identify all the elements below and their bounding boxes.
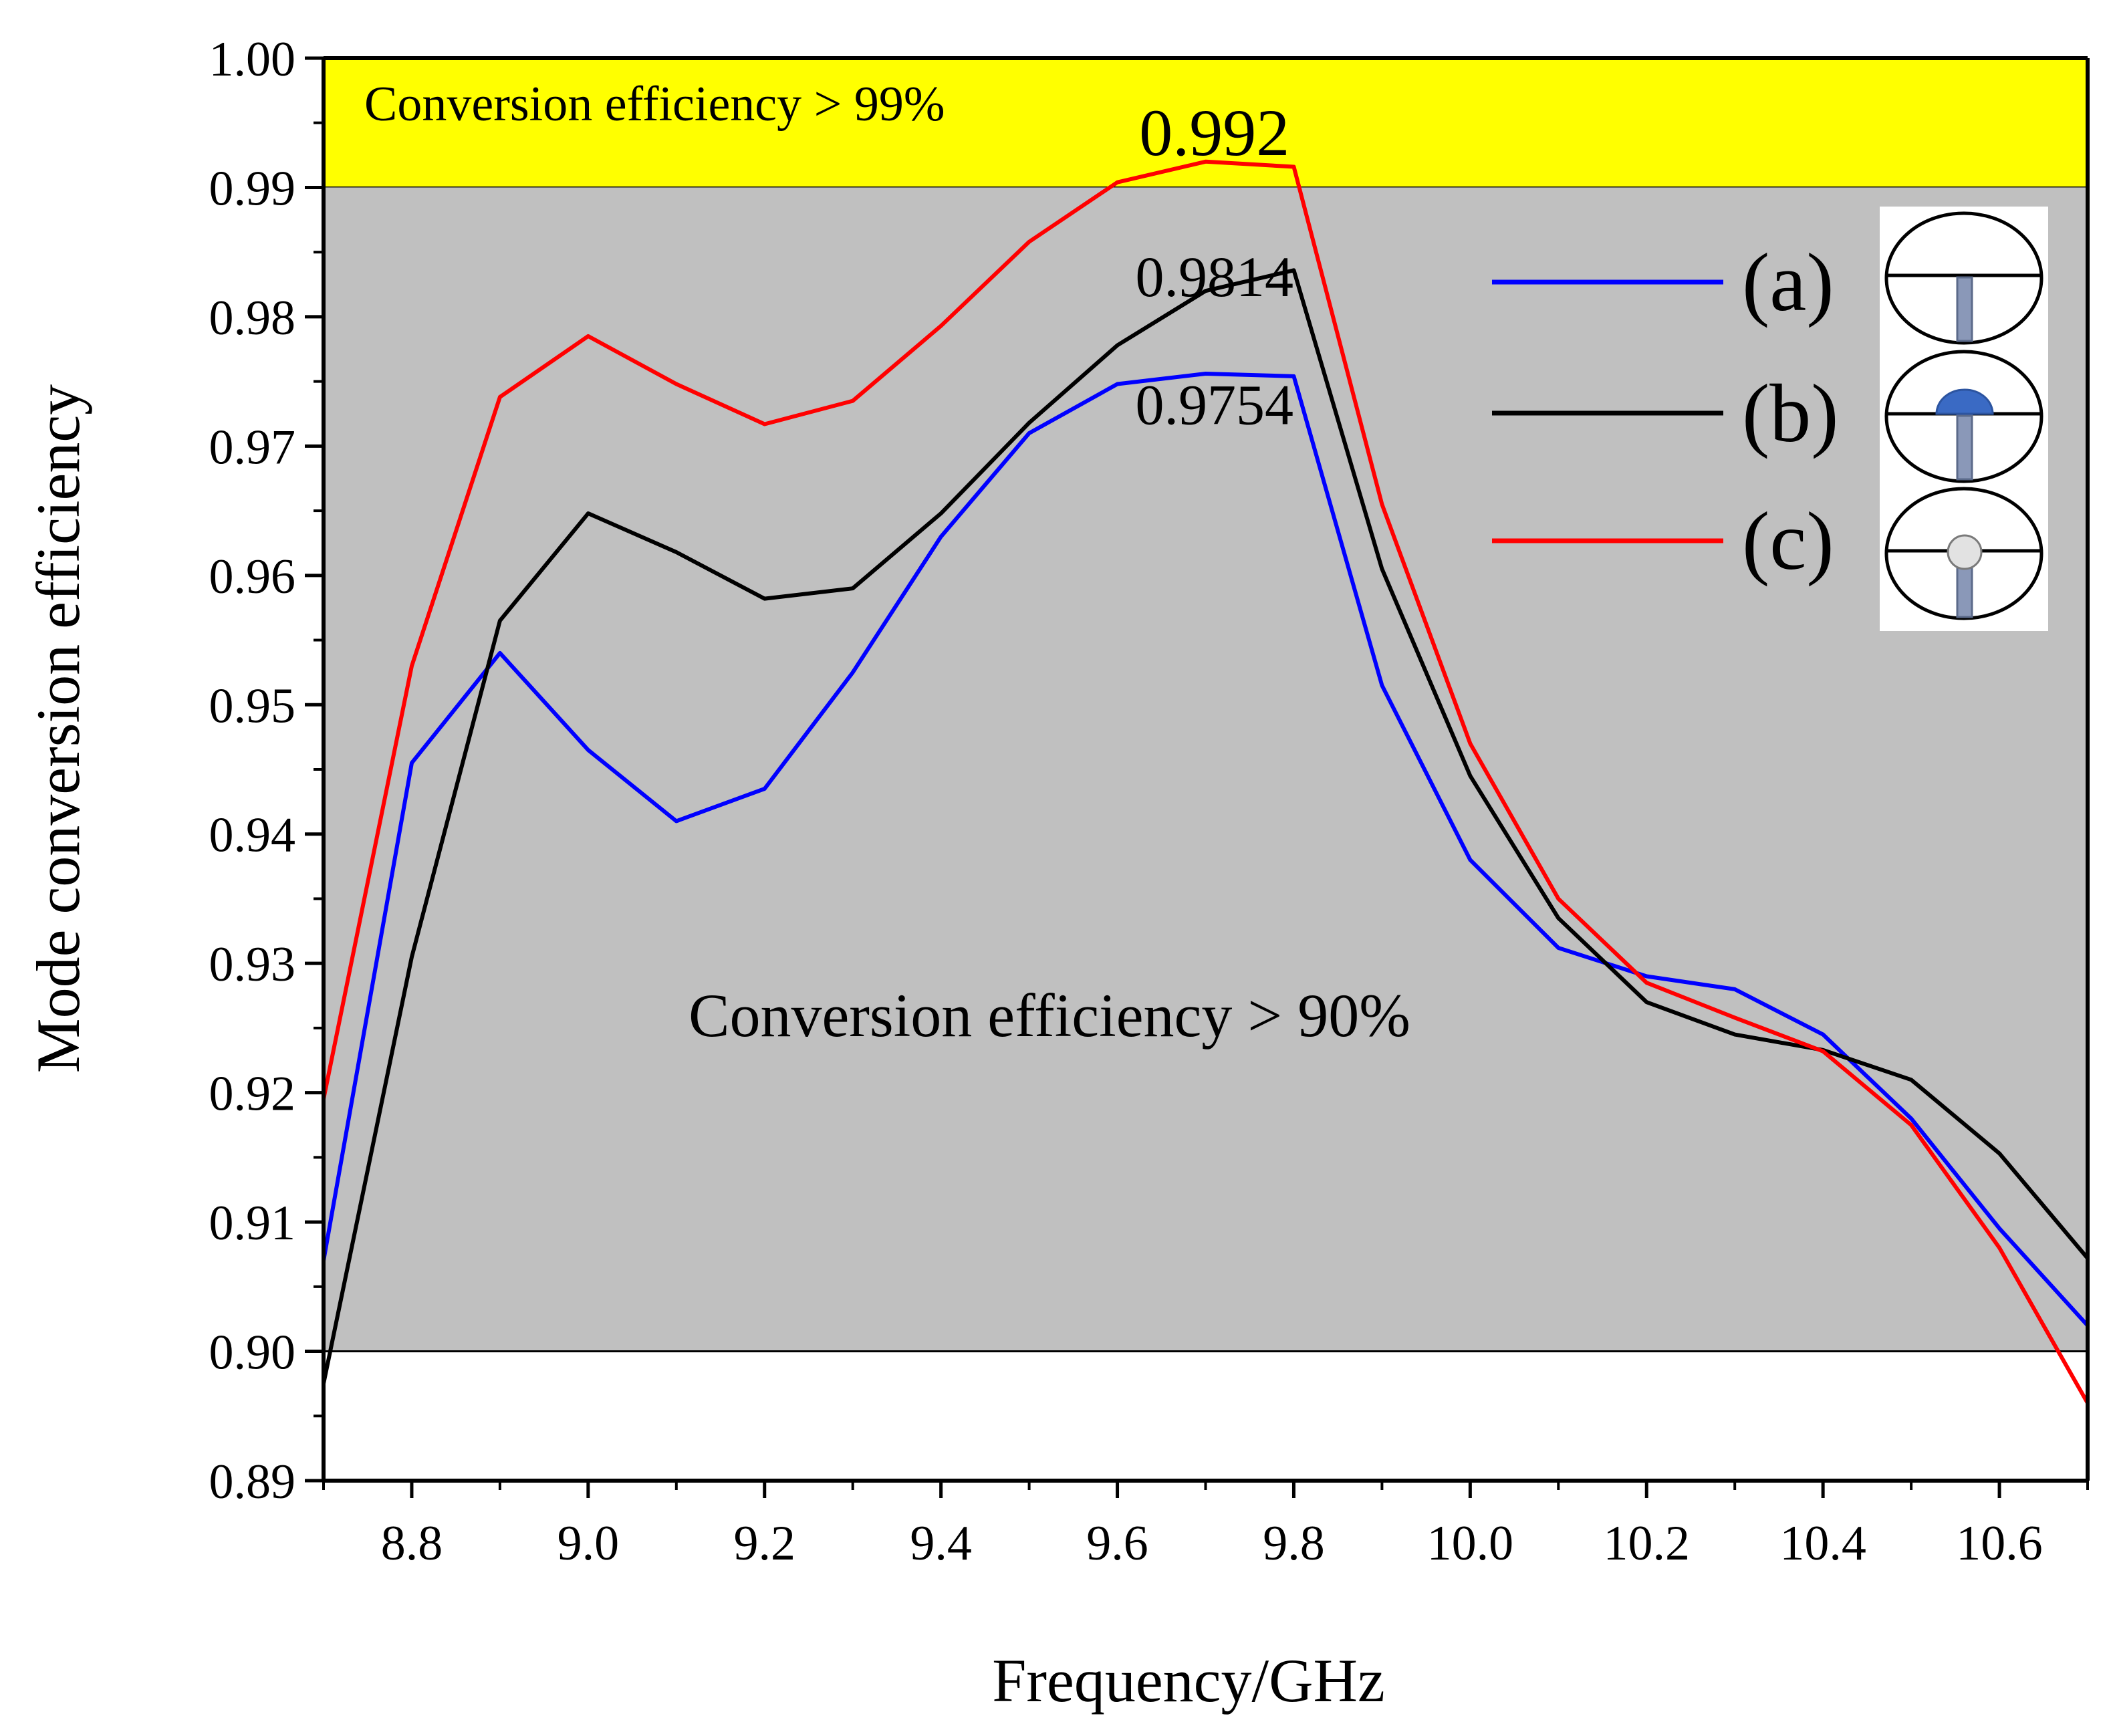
y-tick-label-1: 0.90	[209, 1326, 296, 1380]
x-tick-label-9: 10.6	[1956, 1516, 2043, 1571]
band-1	[324, 187, 2088, 1352]
series-line-0	[324, 372, 2088, 1328]
y-tick-label-2: 0.91	[209, 1196, 296, 1251]
antenna-icon-c	[1884, 487, 2043, 620]
series-line-1	[324, 268, 2088, 1386]
y-tick-label-8: 0.97	[209, 420, 296, 475]
legend-label-2: (c)	[1742, 495, 1834, 587]
y-tick-label-7: 0.96	[209, 549, 296, 604]
band-label-1: Conversion efficiency > 90%	[689, 981, 1410, 1049]
x-tick-label-6: 10.0	[1427, 1516, 1514, 1571]
bands-layer	[324, 58, 2088, 1353]
band-0	[324, 58, 2088, 188]
legend-label-0: (a)	[1742, 237, 1834, 328]
y-tick-label-5: 0.94	[209, 808, 296, 863]
y-tick-label-3: 0.92	[209, 1067, 296, 1122]
y-tick-label-6: 0.95	[209, 678, 296, 733]
antenna-icon-b	[1884, 350, 2043, 483]
y-tick-label-11: 1.00	[209, 32, 296, 87]
x-tick-label-7: 10.2	[1604, 1516, 1691, 1571]
lines-layer	[324, 159, 2088, 1405]
annotations-layer: 0.992 0.9814 0.9754	[1135, 96, 1293, 437]
annotation-1: 0.9814	[1135, 245, 1293, 309]
band-label-0: Conversion efficiency > 99%	[364, 77, 945, 132]
ticks-layer: 8.8 9.0 9.2 9.4 9.6 9.8 10.0 10.2 10.4 10.6 0.89 0.…	[209, 32, 2089, 1571]
band-label-layer: Conversion efficiency > 99% Conversion ef…	[364, 77, 1410, 1049]
y-tick-label-0: 0.89	[209, 1455, 296, 1509]
x-tick-label-3: 9.4	[910, 1516, 972, 1571]
x-axis-label: Frequency/GHz	[992, 1646, 1385, 1715]
axes-layer	[322, 56, 2090, 1483]
series-line-2	[324, 159, 2088, 1405]
x-tick-label-2: 9.2	[734, 1516, 796, 1571]
y-axis-label: Mode conversion efficiency	[24, 384, 92, 1073]
y-tick-label-9: 0.98	[209, 291, 296, 346]
legend: (a) (b) (c)	[1492, 207, 2048, 631]
annotation-2: 0.9754	[1135, 372, 1293, 437]
x-tick-label-5: 9.8	[1263, 1516, 1325, 1571]
annotation-0: 0.992	[1139, 96, 1289, 170]
y-tick-label-10: 0.99	[209, 161, 296, 216]
legend-label-1: (b)	[1742, 368, 1839, 459]
y-tick-label-4: 0.93	[209, 937, 296, 992]
antenna-icon-a	[1884, 211, 2043, 345]
series-group	[324, 159, 2088, 1405]
x-tick-label-4: 9.6	[1086, 1516, 1148, 1571]
x-tick-label-1: 9.0	[557, 1516, 620, 1571]
legend-entries: (a) (b) (c)	[1492, 237, 1839, 587]
x-tick-label-0: 8.8	[381, 1516, 443, 1571]
x-tick-label-8: 10.4	[1779, 1516, 1866, 1571]
